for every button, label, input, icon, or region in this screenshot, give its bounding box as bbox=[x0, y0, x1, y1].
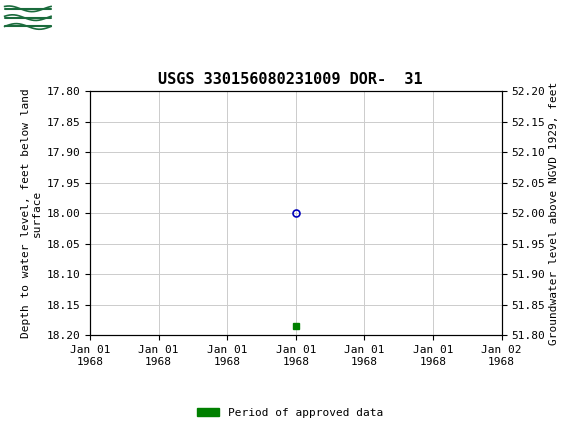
Text: USGS 330156080231009 DOR-  31: USGS 330156080231009 DOR- 31 bbox=[158, 72, 422, 87]
Text: USGS: USGS bbox=[58, 8, 122, 28]
Y-axis label: Depth to water level, feet below land
surface: Depth to water level, feet below land su… bbox=[21, 89, 42, 338]
Y-axis label: Groundwater level above NGVD 1929, feet: Groundwater level above NGVD 1929, feet bbox=[549, 82, 559, 345]
Bar bbox=[3, 2, 52, 34]
Legend: Period of approved data: Period of approved data bbox=[193, 403, 387, 422]
